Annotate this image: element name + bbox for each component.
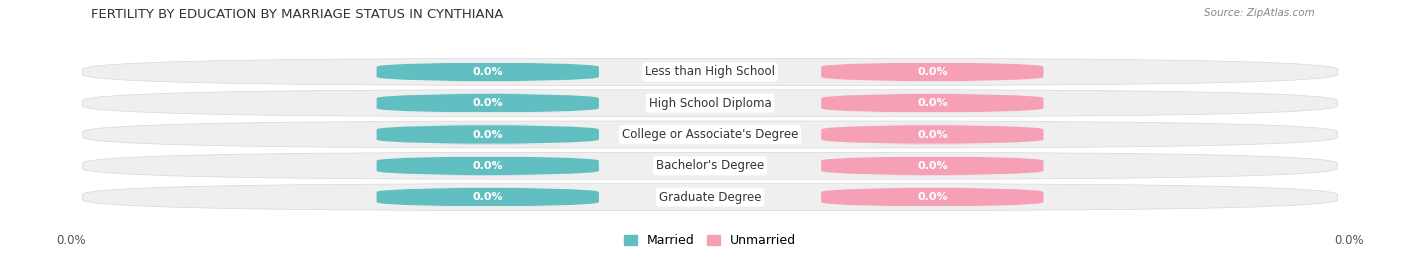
FancyBboxPatch shape bbox=[83, 90, 1337, 117]
FancyBboxPatch shape bbox=[821, 187, 1043, 207]
FancyBboxPatch shape bbox=[83, 121, 1337, 148]
Text: Bachelor's Degree: Bachelor's Degree bbox=[657, 159, 763, 172]
Text: 0.0%: 0.0% bbox=[917, 161, 948, 171]
Text: FERTILITY BY EDUCATION BY MARRIAGE STATUS IN CYNTHIANA: FERTILITY BY EDUCATION BY MARRIAGE STATU… bbox=[91, 8, 503, 21]
FancyBboxPatch shape bbox=[821, 94, 1043, 113]
FancyBboxPatch shape bbox=[377, 125, 599, 144]
Text: 0.0%: 0.0% bbox=[472, 192, 503, 202]
Text: 0.0%: 0.0% bbox=[472, 161, 503, 171]
Text: High School Diploma: High School Diploma bbox=[648, 97, 772, 110]
Text: 0.0%: 0.0% bbox=[1334, 234, 1364, 247]
Text: 0.0%: 0.0% bbox=[472, 67, 503, 77]
Text: Graduate Degree: Graduate Degree bbox=[659, 191, 761, 204]
Text: 0.0%: 0.0% bbox=[917, 67, 948, 77]
Text: Source: ZipAtlas.com: Source: ZipAtlas.com bbox=[1204, 8, 1315, 18]
FancyBboxPatch shape bbox=[377, 156, 599, 175]
FancyBboxPatch shape bbox=[83, 184, 1337, 211]
FancyBboxPatch shape bbox=[821, 125, 1043, 144]
Text: 0.0%: 0.0% bbox=[917, 192, 948, 202]
Text: 0.0%: 0.0% bbox=[472, 129, 503, 140]
Text: 0.0%: 0.0% bbox=[917, 129, 948, 140]
Legend: Married, Unmarried: Married, Unmarried bbox=[619, 229, 801, 252]
FancyBboxPatch shape bbox=[377, 187, 599, 207]
Text: College or Associate's Degree: College or Associate's Degree bbox=[621, 128, 799, 141]
FancyBboxPatch shape bbox=[821, 156, 1043, 175]
FancyBboxPatch shape bbox=[83, 58, 1337, 85]
FancyBboxPatch shape bbox=[377, 94, 599, 113]
FancyBboxPatch shape bbox=[377, 62, 599, 82]
Text: 0.0%: 0.0% bbox=[56, 234, 86, 247]
FancyBboxPatch shape bbox=[821, 62, 1043, 82]
Text: 0.0%: 0.0% bbox=[917, 98, 948, 108]
Text: 0.0%: 0.0% bbox=[472, 98, 503, 108]
FancyBboxPatch shape bbox=[83, 152, 1337, 179]
Text: Less than High School: Less than High School bbox=[645, 65, 775, 78]
